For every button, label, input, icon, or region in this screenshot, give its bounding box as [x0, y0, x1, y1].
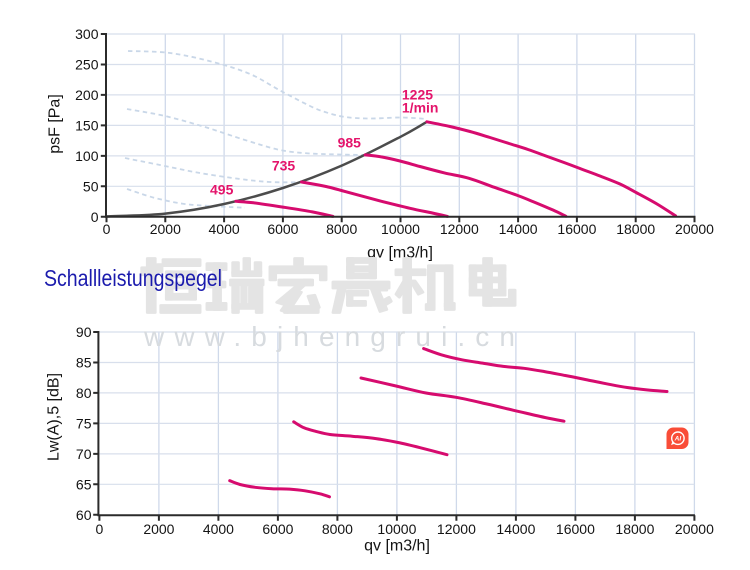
- svg-text:10000: 10000: [381, 221, 420, 237]
- svg-text:AI: AI: [674, 436, 682, 443]
- svg-text:14000: 14000: [499, 221, 538, 237]
- svg-text:6000: 6000: [267, 221, 298, 237]
- svg-text:985: 985: [338, 135, 362, 151]
- svg-text:2000: 2000: [143, 521, 174, 537]
- svg-text:250: 250: [75, 57, 99, 73]
- svg-text:18000: 18000: [615, 521, 654, 537]
- svg-text:psF [Pa]: psF [Pa]: [47, 94, 64, 154]
- svg-text:Lw(A),5 [dB]: Lw(A),5 [dB]: [46, 373, 63, 461]
- svg-text:75: 75: [76, 415, 92, 431]
- svg-text:60: 60: [76, 507, 92, 523]
- svg-text:0: 0: [103, 221, 111, 237]
- svg-text:4000: 4000: [203, 521, 234, 537]
- svg-text:495: 495: [210, 182, 234, 198]
- svg-text:12000: 12000: [437, 521, 476, 537]
- svg-text:1/min: 1/min: [402, 100, 439, 116]
- svg-text:65: 65: [76, 476, 92, 492]
- svg-text:6000: 6000: [262, 521, 293, 537]
- svg-text:2000: 2000: [150, 221, 181, 237]
- svg-text:1225: 1225: [402, 86, 433, 102]
- svg-text:16000: 16000: [556, 521, 595, 537]
- svg-text:8000: 8000: [322, 521, 353, 537]
- svg-text:50: 50: [83, 178, 99, 194]
- svg-text:8000: 8000: [326, 221, 357, 237]
- svg-text:100: 100: [75, 148, 99, 164]
- svg-text:0: 0: [91, 209, 99, 225]
- svg-text:80: 80: [76, 385, 92, 401]
- svg-text:150: 150: [75, 117, 99, 133]
- svg-text:20000: 20000: [675, 221, 714, 237]
- svg-text:300: 300: [75, 26, 99, 42]
- svg-text:qv [m3/h]: qv [m3/h]: [364, 538, 430, 555]
- svg-text:10000: 10000: [377, 521, 416, 537]
- svg-text:0: 0: [96, 521, 104, 537]
- svg-text:12000: 12000: [440, 221, 479, 237]
- svg-text:85: 85: [76, 355, 92, 371]
- svg-text:70: 70: [76, 446, 92, 462]
- svg-text:735: 735: [272, 157, 296, 173]
- svg-text:Schallleistungspegel: Schallleistungspegel: [44, 265, 222, 291]
- svg-text:4000: 4000: [209, 221, 240, 237]
- svg-text:www.bjhengrui.cn: www.bjhengrui.cn: [143, 321, 525, 352]
- svg-text:14000: 14000: [496, 521, 535, 537]
- svg-text:90: 90: [76, 324, 92, 340]
- svg-text:200: 200: [75, 87, 99, 103]
- svg-text:16000: 16000: [557, 221, 596, 237]
- svg-text:18000: 18000: [616, 221, 655, 237]
- svg-text:20000: 20000: [675, 521, 714, 537]
- svg-text:qv [m3/h]: qv [m3/h]: [367, 245, 433, 262]
